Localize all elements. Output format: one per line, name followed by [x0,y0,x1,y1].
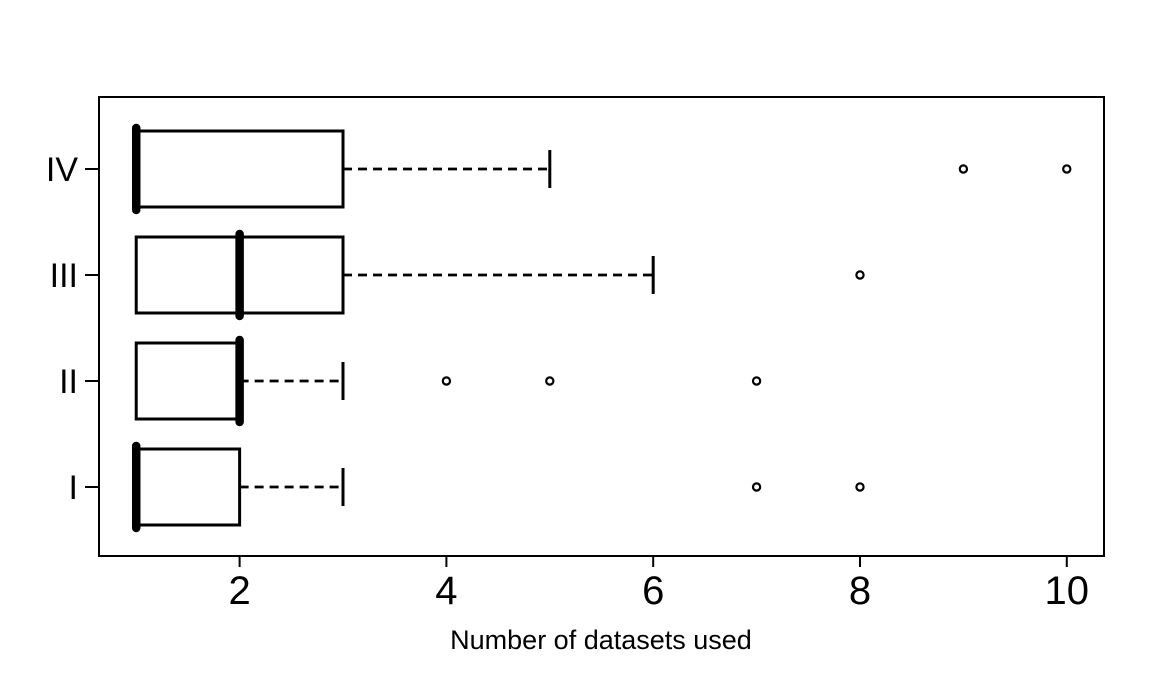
outlier-point [855,482,865,492]
y-category-label: IV [46,151,78,189]
x-tick-label: 8 [849,569,871,613]
x-axis-title: Number of datasets used [450,625,752,655]
x-tick-label: 2 [228,569,250,613]
x-tick-label: 4 [435,569,457,613]
y-category-label: III [50,257,78,295]
outlier-point [441,376,452,386]
outlier-point [751,376,762,386]
iqr-box [134,129,345,209]
outlier-point [751,482,762,492]
x-tick-label: 10 [1045,569,1090,613]
y-category-label: I [69,469,78,507]
outlier-point [958,164,969,174]
outlier-point [1062,164,1072,174]
iqr-box [134,341,242,421]
plot-border [98,96,1105,557]
x-tick-label: 6 [642,569,664,613]
y-category-label: II [59,363,78,401]
outlier-point [855,270,865,280]
outlier-point [545,376,555,386]
iqr-box [134,447,242,527]
